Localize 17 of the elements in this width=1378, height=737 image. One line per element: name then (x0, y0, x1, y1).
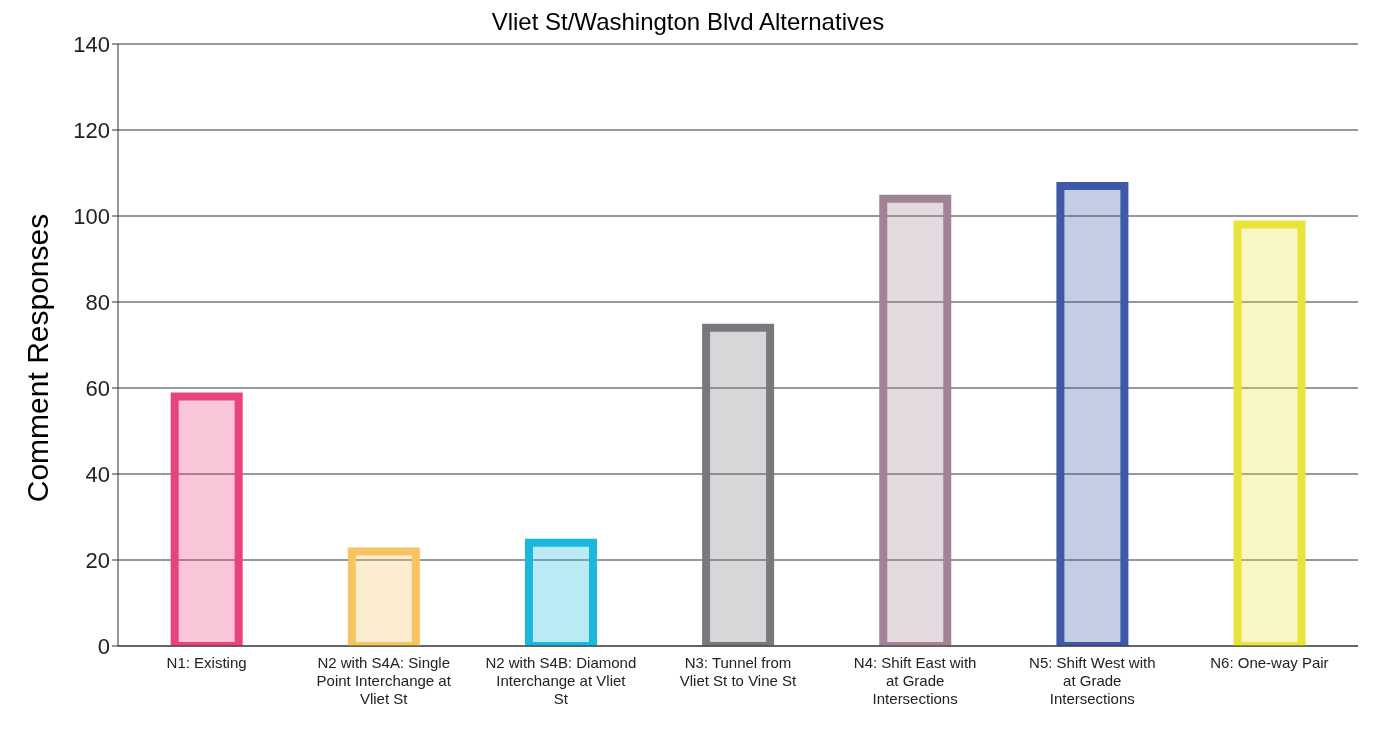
y-axis-title: Comment Responses (21, 213, 55, 503)
x-tick-label: N4: Shift East with at Grade Intersections (853, 654, 977, 707)
chart-title: Vliet St/Washington Blvd Alternatives (491, 8, 885, 35)
y-tick-label: 20 (85, 547, 110, 573)
y-tick-label: 140 (73, 31, 110, 57)
y-tick-label: 40 (85, 461, 110, 487)
x-tick-label: N1: Existing (166, 654, 247, 671)
x-tick-label: N2 with S4B: Diamond Interchange at Vliet St (485, 654, 637, 707)
x-tick-label: N6: One-way Pair (1210, 654, 1329, 671)
x-tick-label: N3: Tunnel from Vliet St to Vine St (679, 654, 798, 689)
x-tick-label: N5: Shift West with at Grade Intersections (1029, 654, 1156, 707)
x-tick-label: N2 with S4A: Single Point Interchange at Vliet St (316, 654, 452, 707)
y-tick-label: 60 (85, 375, 110, 401)
y-tick-label: 80 (85, 289, 110, 315)
y-tick-label: 100 (73, 203, 110, 229)
y-tick-label: 120 (73, 117, 110, 143)
y-tick-label: 0 (97, 633, 110, 659)
